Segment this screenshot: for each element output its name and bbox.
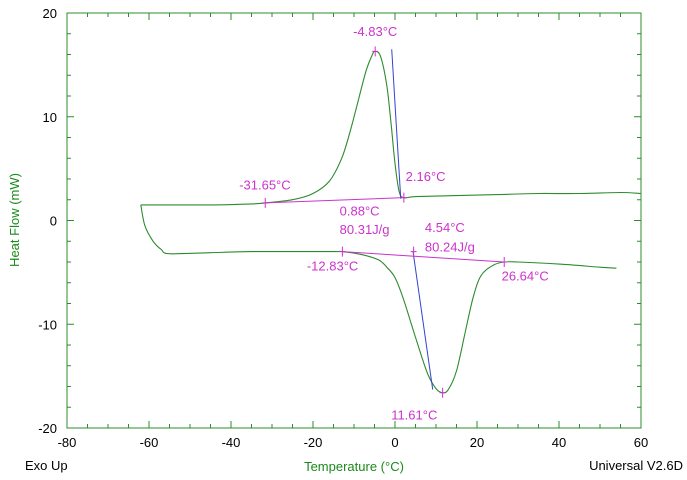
annotation-label: 11.61°C <box>391 408 437 423</box>
integration-baseline <box>265 197 404 204</box>
y-tick-label: -20 <box>38 421 57 436</box>
x-tick-label: -20 <box>304 435 323 450</box>
plot-frame <box>66 12 642 429</box>
exo-up-label: Exo Up <box>25 458 68 473</box>
x-tick-label: -40 <box>222 435 241 450</box>
onset-tangent-line <box>412 251 434 390</box>
ticks-layer: -80 -60 -40 -20 0 20 40 60 -20 -10 0 10 20 <box>38 6 648 450</box>
y-tick-label: 20 <box>43 6 57 21</box>
annotation-label: -12.83°C <box>307 258 358 273</box>
x-tick-label: 20 <box>470 435 484 450</box>
annotation-label: 2.16°C <box>406 169 446 184</box>
x-axis-title: Temperature (°C) <box>304 459 404 474</box>
annotations-layer: -4.83°C -31.65°C 2.16°C 0.88°C 80.31J/g 4.54°… <box>239 24 549 423</box>
y-tick-label: -10 <box>38 317 57 332</box>
y-tick-label: 10 <box>43 110 57 125</box>
software-version-label: Universal V2.6D <box>589 458 683 473</box>
x-tick-label: 40 <box>552 435 566 450</box>
markers-layer <box>262 46 508 398</box>
annotation-label: 0.88°C <box>340 203 380 218</box>
integration-baseline <box>342 251 505 263</box>
x-tick-label: -80 <box>58 435 77 450</box>
annotation-label: 80.24J/g <box>425 240 475 255</box>
heat-flow-curve-heating <box>140 50 642 206</box>
x-tick-label: 0 <box>391 435 398 450</box>
y-axis-title: Heat Flow (mW) <box>7 173 22 267</box>
x-tick-label: -60 <box>140 435 159 450</box>
lines-layer <box>140 49 642 394</box>
annotation-label: -31.65°C <box>239 177 290 192</box>
annotation-label: 26.64°C <box>502 269 549 284</box>
annotation-label: 80.31J/g <box>340 222 390 237</box>
y-tick-label: 0 <box>50 214 57 229</box>
onset-tangent-line <box>391 49 402 199</box>
x-tick-label: 60 <box>634 435 648 450</box>
annotation-label: -4.83°C <box>353 24 397 39</box>
annotation-label: 4.54°C <box>425 220 465 235</box>
heat-flow-curve-cooling <box>140 204 617 394</box>
